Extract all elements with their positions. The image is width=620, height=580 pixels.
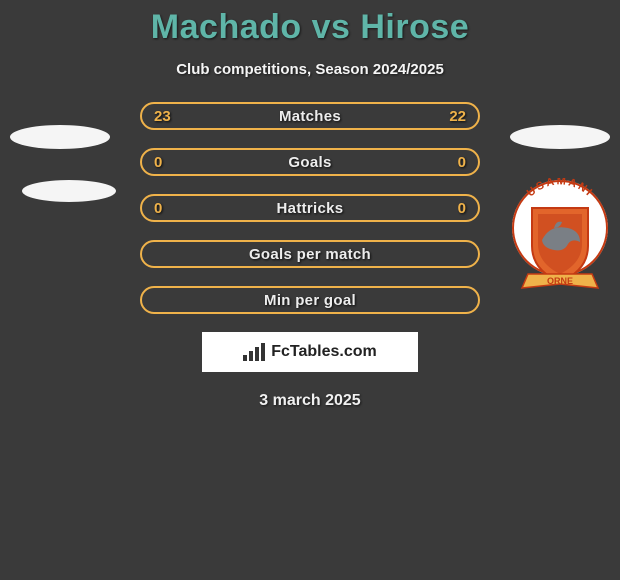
stat-row: 0 Hattricks 0 [140,194,480,222]
stat-left-value: 23 [154,108,174,125]
stat-right-value: 0 [446,200,466,217]
page-subtitle: Club competitions, Season 2024/2025 [0,61,620,78]
stat-right-value: 22 [446,108,466,125]
comparison-card: Machado vs Hirose Club competitions, Sea… [0,0,620,410]
watermark: FcTables.com [202,332,418,372]
stat-row: 0 Goals 0 [140,148,480,176]
stat-row: 23 Matches 22 [140,102,480,130]
bar-chart-icon [243,343,265,361]
stat-left-value: 0 [154,154,174,171]
left-team-badge-top [10,125,110,149]
stat-right-value: 0 [446,154,466,171]
stats-list: 23 Matches 22 0 Goals 0 0 Hattricks 0 Go… [140,102,480,314]
right-team-logo: USAMANI ORNE [510,178,610,294]
stat-label: Matches [142,108,478,125]
stat-label: Goals per match [142,246,478,263]
stat-row: Goals per match [140,240,480,268]
left-team-badge-bottom [22,180,116,202]
shield-icon: USAMANI ORNE [510,178,610,294]
svg-text:ORNE: ORNE [547,276,573,286]
page-title: Machado vs Hirose [0,8,620,47]
watermark-text: FcTables.com [271,343,377,361]
stat-label: Hattricks [142,200,478,217]
stat-left-value: 0 [154,200,174,217]
stat-label: Min per goal [142,292,478,309]
date-text: 3 march 2025 [0,392,620,410]
stat-row: Min per goal [140,286,480,314]
right-team-badge-top [510,125,610,149]
stat-label: Goals [142,154,478,171]
